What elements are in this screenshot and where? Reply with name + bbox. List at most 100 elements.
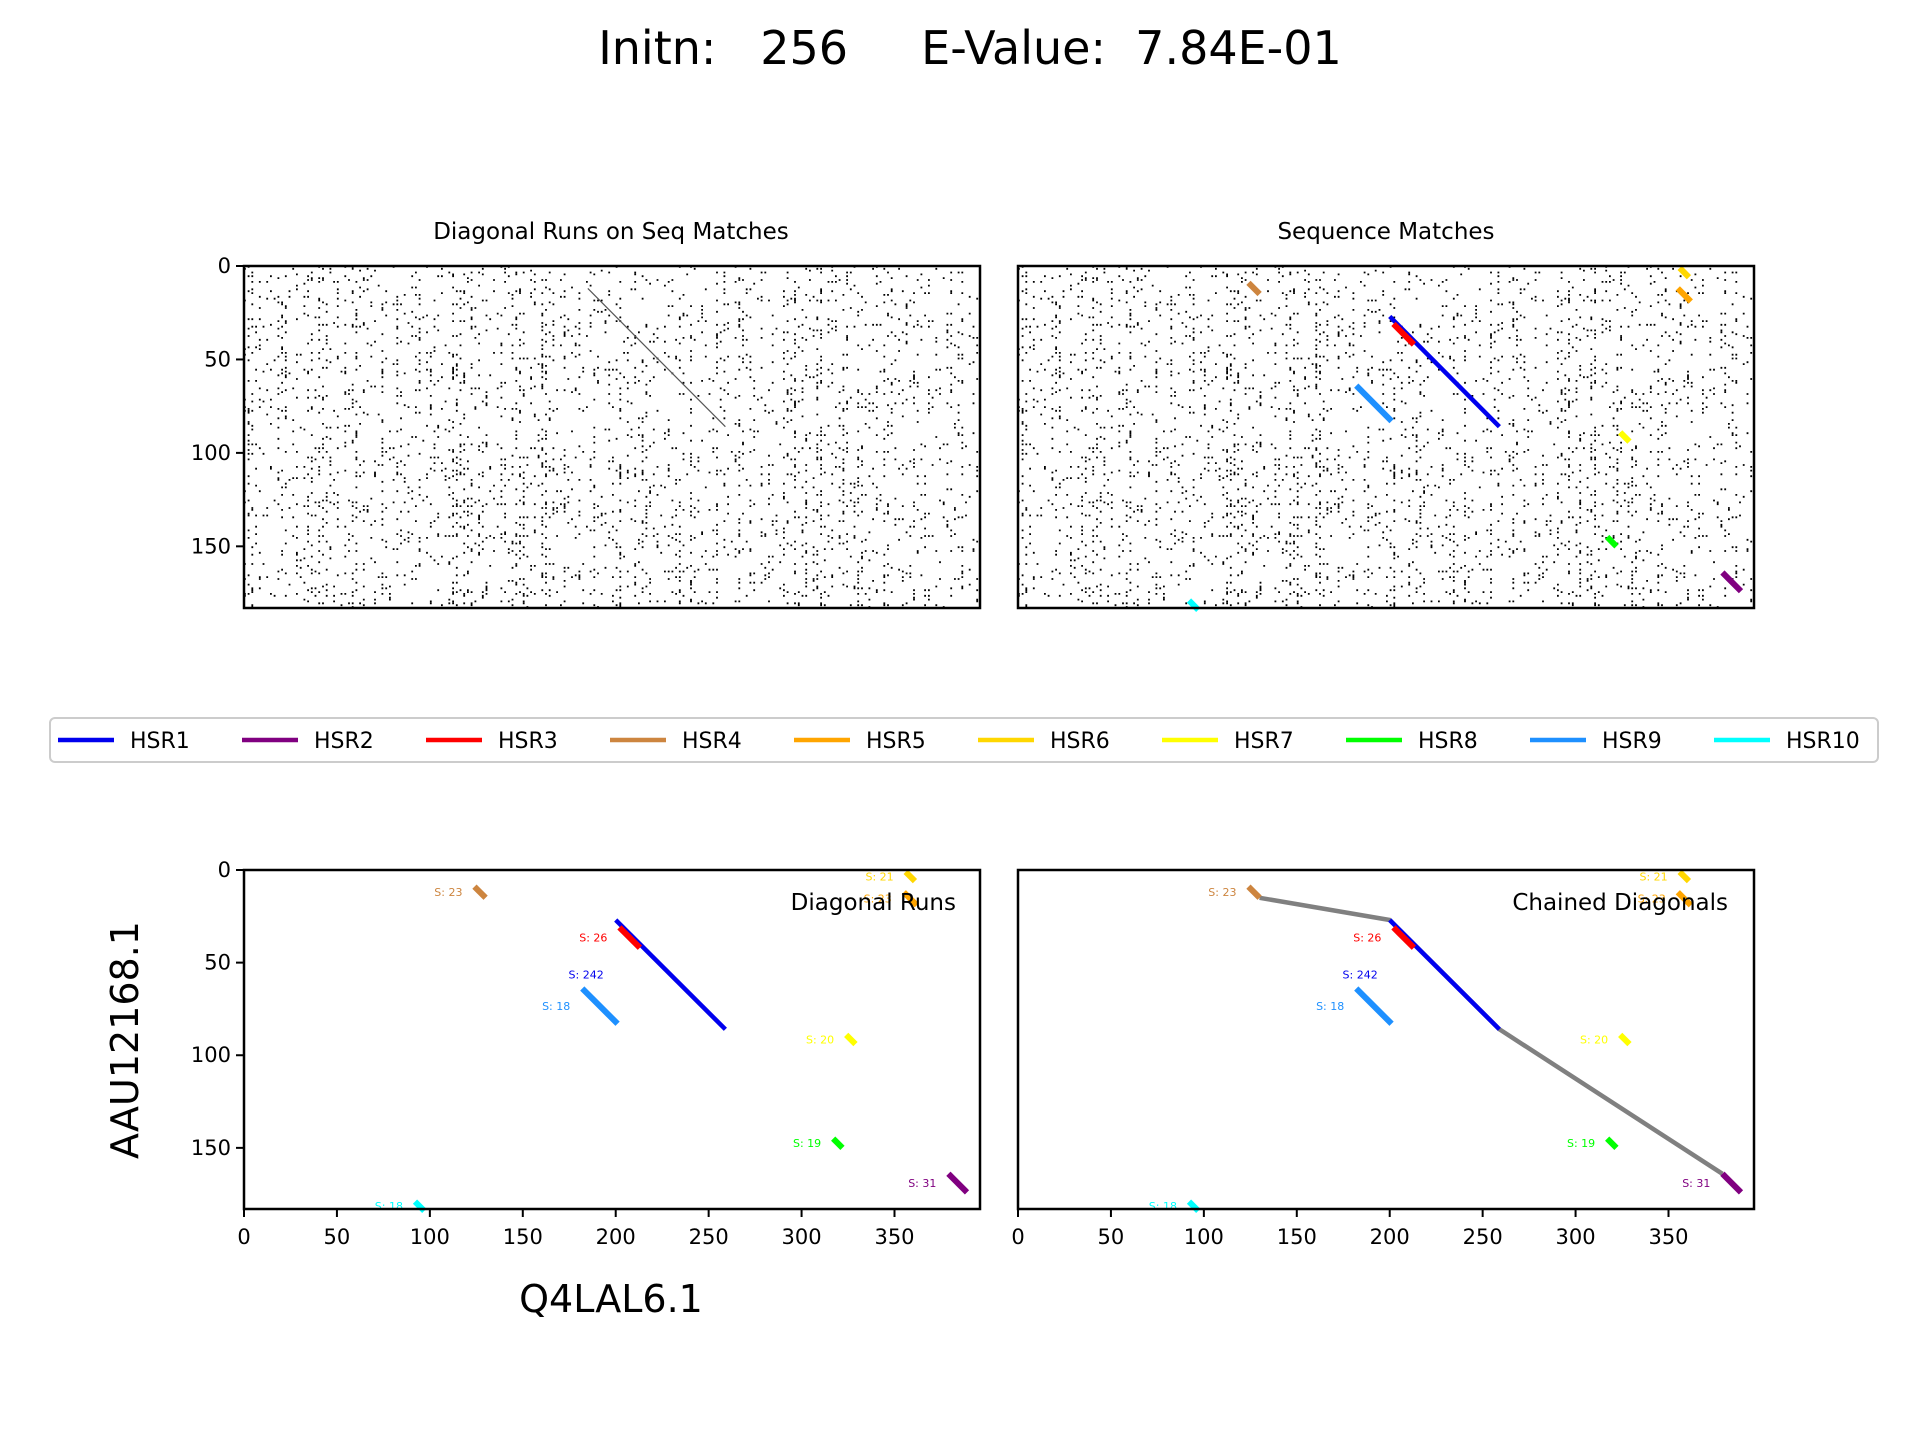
segment-hsr9 [1354, 383, 1394, 424]
legend-label-hsr10: HSR10 [1786, 729, 1860, 754]
score-label-hsr1: S: 242 [1343, 969, 1378, 982]
x-tick-label: 200 [1370, 1225, 1410, 1249]
x-tick-label: 200 [596, 1225, 636, 1249]
x-tick-label: 300 [1556, 1225, 1596, 1249]
segment-hsr6 [903, 869, 918, 884]
segment-hsr9 [1354, 986, 1394, 1026]
panel-4-frame [1016, 868, 1756, 1211]
score-label-hsr9: S: 18 [542, 1000, 570, 1013]
panel-1-frame [242, 264, 982, 610]
x-tick-label: 350 [1648, 1225, 1688, 1249]
segment-hsr8 [831, 1136, 845, 1150]
diagonal-run-trace [587, 288, 726, 428]
panel-sequence-matches: Sequence Matches [1016, 219, 1756, 612]
legend-label-hsr2: HSR2 [314, 729, 374, 754]
hsr-segments-panel-4: S: 242 S: 31 S: 26 S: 23 S: 23 S: 21 S: 20 S: 1… [1149, 869, 1744, 1213]
segment-hsr9 [580, 986, 620, 1026]
y-tick-label: 100 [191, 1043, 231, 1067]
segment-hsr8 [1605, 534, 1619, 549]
x-tick-label: 100 [1184, 1225, 1224, 1249]
legend-label-hsr4: HSR4 [682, 729, 742, 754]
segment-hsr8 [1605, 1136, 1619, 1150]
legend-label-hsr3: HSR3 [498, 729, 558, 754]
score-label-hsr3: S: 26 [579, 932, 607, 945]
segment-hsr7 [1618, 1032, 1632, 1047]
score-label-hsr1: S: 242 [569, 969, 604, 982]
score-label-hsr4: S: 23 [434, 886, 462, 899]
legend-box [49, 717, 1879, 763]
x-tick-label: 250 [1463, 1225, 1503, 1249]
segment-hsr6 [1677, 265, 1692, 280]
segment-hsr5 [1675, 890, 1693, 908]
x-tick-label: 250 [689, 1225, 729, 1249]
score-label-hsr4: S: 23 [1208, 886, 1236, 899]
panel-2-frame [1016, 264, 1756, 610]
y-tick-label: 50 [204, 347, 231, 371]
y-tick-label: 100 [191, 441, 231, 465]
segment-hsr3 [1391, 925, 1416, 950]
legend-label-hsr8: HSR8 [1418, 729, 1478, 754]
x-tick-label: 300 [782, 1225, 822, 1249]
score-label-hsr10: S: 18 [1149, 1200, 1177, 1213]
panel-3-annotation: Diagonal Runs [791, 890, 956, 916]
y-axis-label: AAU12168.1 [103, 921, 147, 1159]
legend-label-hsr6: HSR6 [1050, 729, 1110, 754]
y-tick-label: 150 [191, 1136, 231, 1160]
score-label-hsr9: S: 18 [1316, 1000, 1344, 1013]
score-label-hsr7: S: 20 [1580, 1034, 1608, 1047]
panel-4-annotation: Chained Diagonals [1512, 890, 1728, 916]
x-axis-ticks-panel-4: 0 50 100 150 200 250 300 350 [1011, 1209, 1689, 1249]
segment-hsr2 [946, 1171, 970, 1195]
segment-hsr3 [617, 925, 642, 950]
legend: HSR1 HSR2 HSR3 HSR4 HSR5 HSR6 HSR7 HSR8 HSR9 HSR1… [49, 717, 1879, 763]
x-tick-label: 150 [1277, 1225, 1317, 1249]
score-label-hsr6: S: 21 [865, 870, 893, 883]
legend-label-hsr1: HSR1 [130, 729, 190, 754]
segment-hsr4 [472, 884, 488, 900]
axis-ticks-panel-3: 0 50 100 150 0 50 100 150 200 250 300 350 [191, 858, 915, 1249]
legend-label-hsr9: HSR9 [1602, 729, 1662, 754]
score-label-hsr2: S: 31 [1682, 1177, 1710, 1190]
x-tick-label: 350 [874, 1225, 914, 1249]
y-tick-label: 0 [218, 858, 231, 882]
legend-label-hsr5: HSR5 [866, 729, 926, 754]
dot-plot-matches [244, 266, 979, 608]
x-tick-label: 150 [503, 1225, 543, 1249]
y-tick-label: 0 [218, 254, 231, 278]
score-label-hsr5: S: 23 [1638, 893, 1666, 906]
score-label-hsr5: S: 23 [864, 893, 892, 906]
panel-1-title: Diagonal Runs on Seq Matches [433, 219, 789, 245]
segment-hsr5 [901, 890, 919, 908]
score-label-hsr6: S: 21 [1639, 870, 1667, 883]
segment-hsr4 [1246, 280, 1262, 297]
y-tick-label: 150 [191, 534, 231, 558]
score-label-hsr8: S: 19 [1567, 1137, 1595, 1150]
x-tick-label: 100 [410, 1225, 450, 1249]
segment-hsr4 [1246, 884, 1262, 900]
panel-diagonal-runs-on-seq-matches: Diagonal Runs on Seq Matches 0 50 100 150 [191, 219, 982, 610]
segment-hsr7 [844, 1032, 858, 1047]
segment-hsr3 [1391, 321, 1417, 347]
score-label-hsr2: S: 31 [908, 1177, 936, 1190]
segment-hsr5 [1675, 286, 1693, 304]
score-label-hsr3: S: 26 [1353, 932, 1381, 945]
y-axis-ticks-panel-1: 0 50 100 150 [191, 254, 244, 558]
panel-2-title: Sequence Matches [1277, 219, 1494, 245]
x-tick-label: 0 [237, 1225, 250, 1249]
segment-hsr6 [1677, 869, 1692, 884]
x-axis-label: Q4LAL6.1 [519, 1277, 703, 1321]
score-label-hsr8: S: 19 [793, 1137, 821, 1150]
segment-hsr2 [1720, 570, 1744, 594]
panel-3-frame [242, 868, 982, 1211]
panel-diagonal-runs: S: 242 S: 31 S: 26 S: 23 S: 23 S: 21 S: 20 S: 1… [191, 858, 982, 1249]
segment-hsr7 [1618, 430, 1632, 444]
legend-label-hsr7: HSR7 [1234, 729, 1294, 754]
x-tick-label: 0 [1011, 1225, 1024, 1249]
y-tick-label: 50 [204, 951, 231, 975]
figure-title: Initn: 256 E-Value: 7.84E-01 [598, 21, 1342, 75]
segment-hsr2 [1720, 1171, 1744, 1195]
x-tick-label: 50 [1098, 1225, 1125, 1249]
score-label-hsr7: S: 20 [806, 1034, 834, 1047]
panel-chained-diagonals: S: 242 S: 31 S: 26 S: 23 S: 23 S: 21 S: 20 S: 1… [1011, 868, 1756, 1249]
